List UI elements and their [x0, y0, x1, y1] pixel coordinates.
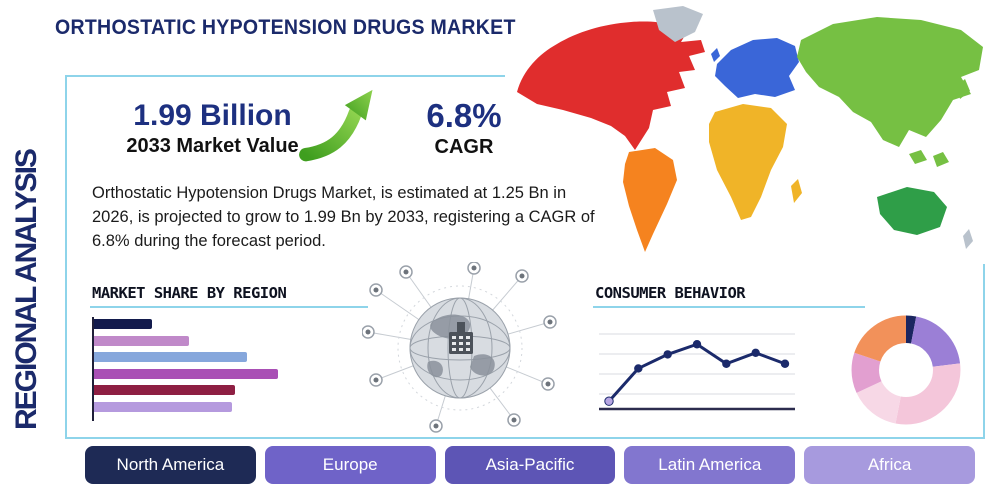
market-share-bar-chart	[92, 317, 382, 421]
market-value-stat: 1.99 Billion 2033 Market Value	[95, 99, 330, 158]
line-marker-3	[663, 350, 672, 359]
market-share-bar-1	[94, 319, 152, 329]
network-node-icons	[362, 262, 557, 433]
continent-europe	[715, 38, 799, 98]
continent-south-america	[623, 148, 677, 252]
consumer-behavior-heading: CONSUMER BEHAVIOR	[595, 284, 746, 302]
island-greenland	[653, 6, 703, 42]
world-map-svg	[517, 6, 983, 252]
continent-africa	[709, 104, 787, 220]
regional-share-donut-chart	[851, 315, 961, 425]
consumer-behavior-line-chart	[599, 333, 795, 411]
world-map	[505, 4, 995, 264]
region-button-latin-america[interactable]: Latin America	[624, 446, 796, 484]
islands-southeast-asia-2	[933, 152, 949, 167]
market-share-bar-2	[94, 335, 190, 346]
island-uk	[711, 48, 720, 62]
market-share-bar-3	[94, 352, 247, 362]
continent-north-america	[517, 21, 705, 151]
continent-australia	[877, 187, 947, 235]
market-share-bar-6	[94, 401, 233, 412]
line-marker-2	[634, 364, 643, 373]
island-madagascar	[791, 179, 802, 203]
cagr-stat: 6.8% CAGR	[405, 97, 523, 159]
region-button-europe[interactable]: Europe	[264, 446, 436, 484]
up-trend-arrow-icon	[298, 86, 386, 168]
donut-slice-5	[851, 315, 961, 425]
market-description: Orthostatic Hypotension Drugs Market, is…	[92, 184, 595, 250]
market-share-heading: MARKET SHARE BY REGION	[92, 284, 287, 302]
region-button-africa[interactable]: Africa	[804, 446, 975, 484]
market-share-bar-4	[94, 368, 279, 379]
market-share-heading-underline	[90, 306, 368, 308]
donut-slice-3	[851, 315, 961, 425]
line-marker-4	[692, 340, 702, 349]
line-marker-6	[751, 348, 760, 358]
region-buttons-row: North America Europe Asia-Pacific Latin Ame…	[85, 446, 975, 484]
building-icon	[449, 322, 473, 354]
line-marker-1	[604, 396, 614, 406]
donut-slice-6	[851, 315, 961, 425]
market-value-number: 1.99 Billion	[133, 99, 292, 132]
island-japan	[957, 79, 970, 99]
cagr-number: 6.8%	[426, 97, 502, 134]
globe-network-graphic	[362, 262, 562, 434]
region-button-asia-pacific[interactable]: Asia-Pacific	[444, 446, 616, 484]
line-marker-7	[780, 359, 790, 368]
cagr-caption: CAGR	[434, 135, 494, 158]
line-marker-5	[722, 359, 731, 368]
vertical-section-label: REGIONAL ANALYSIS	[10, 150, 43, 430]
market-share-bar-5	[94, 385, 236, 395]
page-title: ORTHOSTATIC HYPOTENSION DRUGS MARKET	[55, 16, 516, 39]
market-value-caption: 2033 Market Value	[126, 134, 299, 157]
consumer-behavior-heading-underline	[593, 306, 865, 308]
continent-asia	[797, 17, 983, 147]
region-button-north-america[interactable]: North America	[85, 446, 256, 484]
island-new-zealand	[963, 229, 973, 249]
islands-southeast-asia-1	[909, 150, 927, 164]
